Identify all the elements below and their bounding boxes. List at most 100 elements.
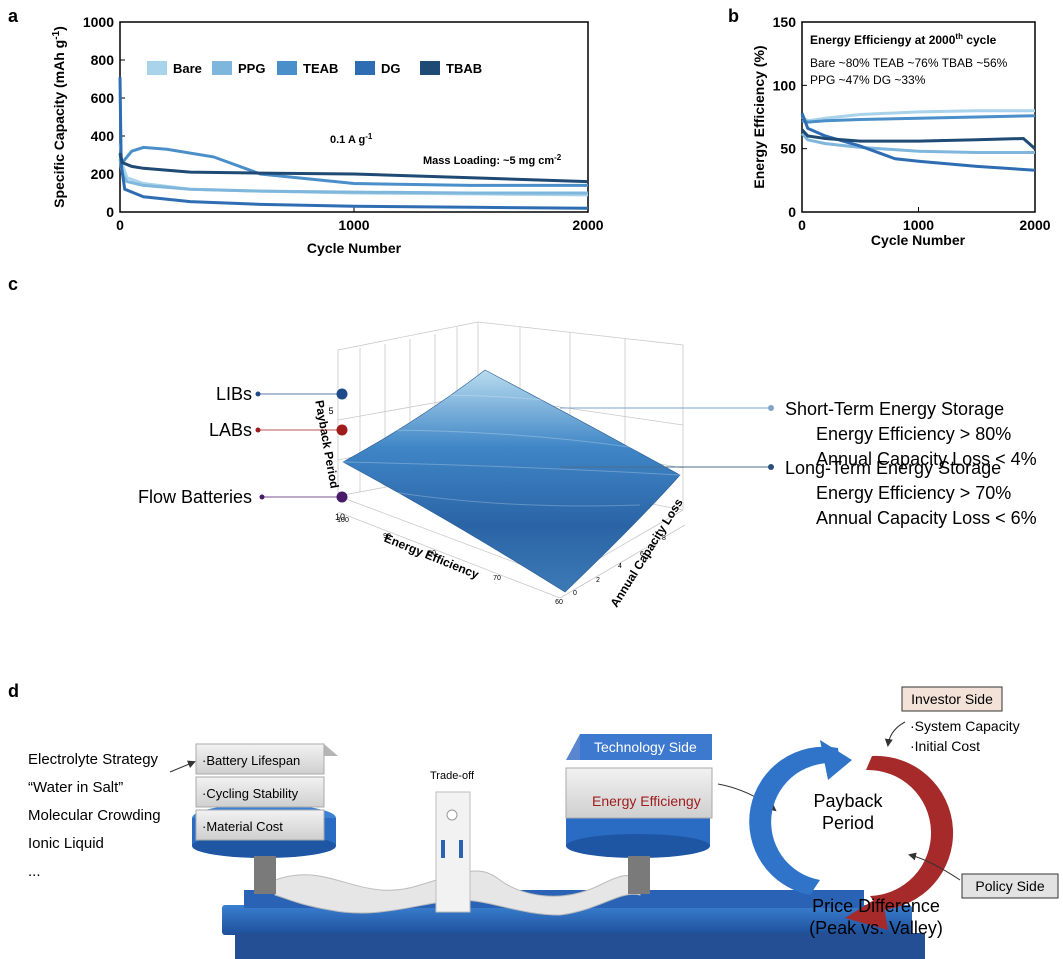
panel-b-ticks: 0 1000 2000 0 50 100 150 xyxy=(773,14,1051,233)
panel-b-box-line1: Bare ~80% TEAB ~76% TBAB ~56% xyxy=(810,56,1008,70)
panel-c-xlabel: Energy Efficiency xyxy=(382,531,481,582)
price-diff-line1: Price Difference xyxy=(812,896,940,916)
block-label: ·Cycling Stability xyxy=(202,786,299,801)
legend-swatch-dg xyxy=(355,61,375,75)
cycle-arrow-blue xyxy=(749,746,840,895)
policy-side-box xyxy=(961,873,1059,899)
panel-a-legend: Bare PPG TEAB DG TBAB xyxy=(147,61,482,76)
x-tick-label: 1000 xyxy=(903,217,934,233)
series-line-teab xyxy=(118,145,588,187)
c-y-tick-label: 8 xyxy=(662,535,666,542)
block-battery-lifespan xyxy=(195,743,325,775)
series-line-ppg xyxy=(800,132,1035,154)
scale-base xyxy=(222,905,912,935)
x-tick-label: 0 xyxy=(116,217,124,233)
payback-surface xyxy=(342,369,681,593)
legend-label-bare: Bare xyxy=(173,61,202,76)
c-x-tick-label: 90 xyxy=(383,533,391,540)
tradeoff-label: Trade-off xyxy=(430,770,475,782)
marker-labs xyxy=(336,424,348,436)
zone-short-term-line2: Annual Capacity Loss < 4% xyxy=(816,449,1037,469)
c-y-tick-label: 6 xyxy=(640,551,644,558)
zone-long-term-line2: Annual Capacity Loss < 6% xyxy=(816,508,1037,528)
zone-long-term-line1: Energy Efficiency > 70% xyxy=(816,483,1011,503)
marker-libs xyxy=(336,388,348,400)
y-tick-label: 0 xyxy=(106,204,114,220)
block-label: ·Battery Lifespan xyxy=(202,753,300,768)
y-tick-label: 100 xyxy=(773,77,797,93)
marker-label: Flow Batteries xyxy=(138,487,252,507)
zone-short-term-title: Short-Term Energy Storage xyxy=(785,399,1004,419)
y-tick-label: 50 xyxy=(780,141,796,157)
surface-contours xyxy=(342,394,681,507)
list-item: Ionic Liquid xyxy=(28,835,104,852)
marker-dot-small xyxy=(255,391,261,397)
panel-b-ylabel: Energy Efficiency (%) xyxy=(751,45,767,188)
panel-b-box-title: Energy Efficiengy at 2000th cycle xyxy=(810,32,997,47)
x-tick-label: 1000 xyxy=(338,217,369,233)
panel-c-markers: LIBs LABs Flow Batteries xyxy=(138,384,348,507)
y-tick-label: 0 xyxy=(788,204,796,220)
policy-side-label: Policy Side xyxy=(975,878,1044,894)
cycle-arrow-red-head xyxy=(845,895,888,930)
energy-efficiency-label: Energy Efficiengy xyxy=(592,793,701,809)
y-tick-label: 600 xyxy=(91,90,115,106)
panel-label-d: d xyxy=(8,681,19,701)
panel-a-chart: 0 1000 2000 0 200 400 600 800 1000 Bare PPG TEAB DG… xyxy=(51,14,604,256)
c-x-tick-label: 100 xyxy=(337,517,349,524)
panel-a-rate-annotation: 0.1 A g-1 xyxy=(330,132,373,146)
series-line-dg xyxy=(118,77,589,210)
panel-d-diagram: Electrolyte Strategy “Water in Salt” Mol… xyxy=(28,686,1059,959)
technology-side-label: Technology Side xyxy=(594,739,697,755)
series-line-dg xyxy=(800,112,1036,172)
block-material-cost xyxy=(195,809,325,841)
marker-flow-batteries xyxy=(336,491,348,503)
block-label: ·Material Cost xyxy=(202,819,283,834)
panel-b-chart: 0 1000 2000 0 50 100 150 Energy Efficiengy at … xyxy=(751,14,1051,248)
legend-swatch-teab xyxy=(277,61,297,75)
legend-swatch-ppg xyxy=(212,61,232,75)
marker-label: LIBs xyxy=(216,384,252,404)
electrolyte-list: Electrolyte Strategy “Water in Salt” Mol… xyxy=(28,751,161,880)
panel-a-series xyxy=(118,77,589,210)
price-diff-line2: (Peak vs. Valley) xyxy=(809,918,943,938)
panel-b-xlabel: Cycle Number xyxy=(871,232,966,248)
zone-short-term-line1: Energy Efficiency > 80% xyxy=(816,424,1011,444)
y-tick-label: 1000 xyxy=(83,14,114,30)
panel-a-ticks: 0 1000 2000 0 200 400 600 800 1000 xyxy=(83,14,604,233)
left-block-stack: ·Battery Lifespan ·Cycling Stability ·Ma… xyxy=(195,743,338,841)
panel-a-loading-annotation: Mass Loading: ~5 mg cm-2 xyxy=(423,153,562,167)
investor-arrow xyxy=(884,721,906,747)
list-item: Molecular Crowding xyxy=(28,807,161,824)
policy-arrow xyxy=(908,852,961,881)
panel-label-a: a xyxy=(8,6,19,26)
right-pan-post xyxy=(628,856,650,894)
pivot-clip xyxy=(441,840,445,858)
cycle-arrow-blue-head xyxy=(820,740,852,780)
block-cycling-stability xyxy=(195,776,325,808)
legend-swatch-bare xyxy=(147,61,167,75)
c-x-tick-label: 70 xyxy=(493,575,501,582)
marker-dot-small xyxy=(255,427,261,433)
x-tick-label: 2000 xyxy=(1019,217,1050,233)
panel-label-b: b xyxy=(728,6,739,26)
right-pan-bottom xyxy=(566,834,710,858)
y-tick-label: 200 xyxy=(91,166,115,182)
investor-side-label: Investor Side xyxy=(911,691,993,707)
investor-side-box xyxy=(901,686,1003,712)
pivot-hole xyxy=(446,809,458,821)
y-tick-label: 150 xyxy=(773,14,797,30)
legend-label-tbab: TBAB xyxy=(446,61,482,76)
c-z-tick-label: 10 xyxy=(335,512,345,522)
panel-c-3d-chart: 100 90 80 70 60 0 2 4 6 8 5 10 Payback Period Energ… xyxy=(138,321,1037,610)
marker-dot-small xyxy=(259,494,265,500)
scale-base-bottom xyxy=(235,933,925,959)
panel-c-ticks: 100 90 80 70 60 0 2 4 6 8 5 10 xyxy=(328,406,666,606)
c-z-tick-label: 5 xyxy=(328,406,333,416)
energy-efficiency-block xyxy=(565,767,713,819)
list-item: Electrolyte Strategy xyxy=(28,751,159,768)
payback-center-line2: Period xyxy=(822,813,874,833)
panel-a-ylabel: Specific Capacity (mAh g-1) xyxy=(51,26,67,208)
panel-c-zlabel: Payback Period xyxy=(312,399,341,489)
